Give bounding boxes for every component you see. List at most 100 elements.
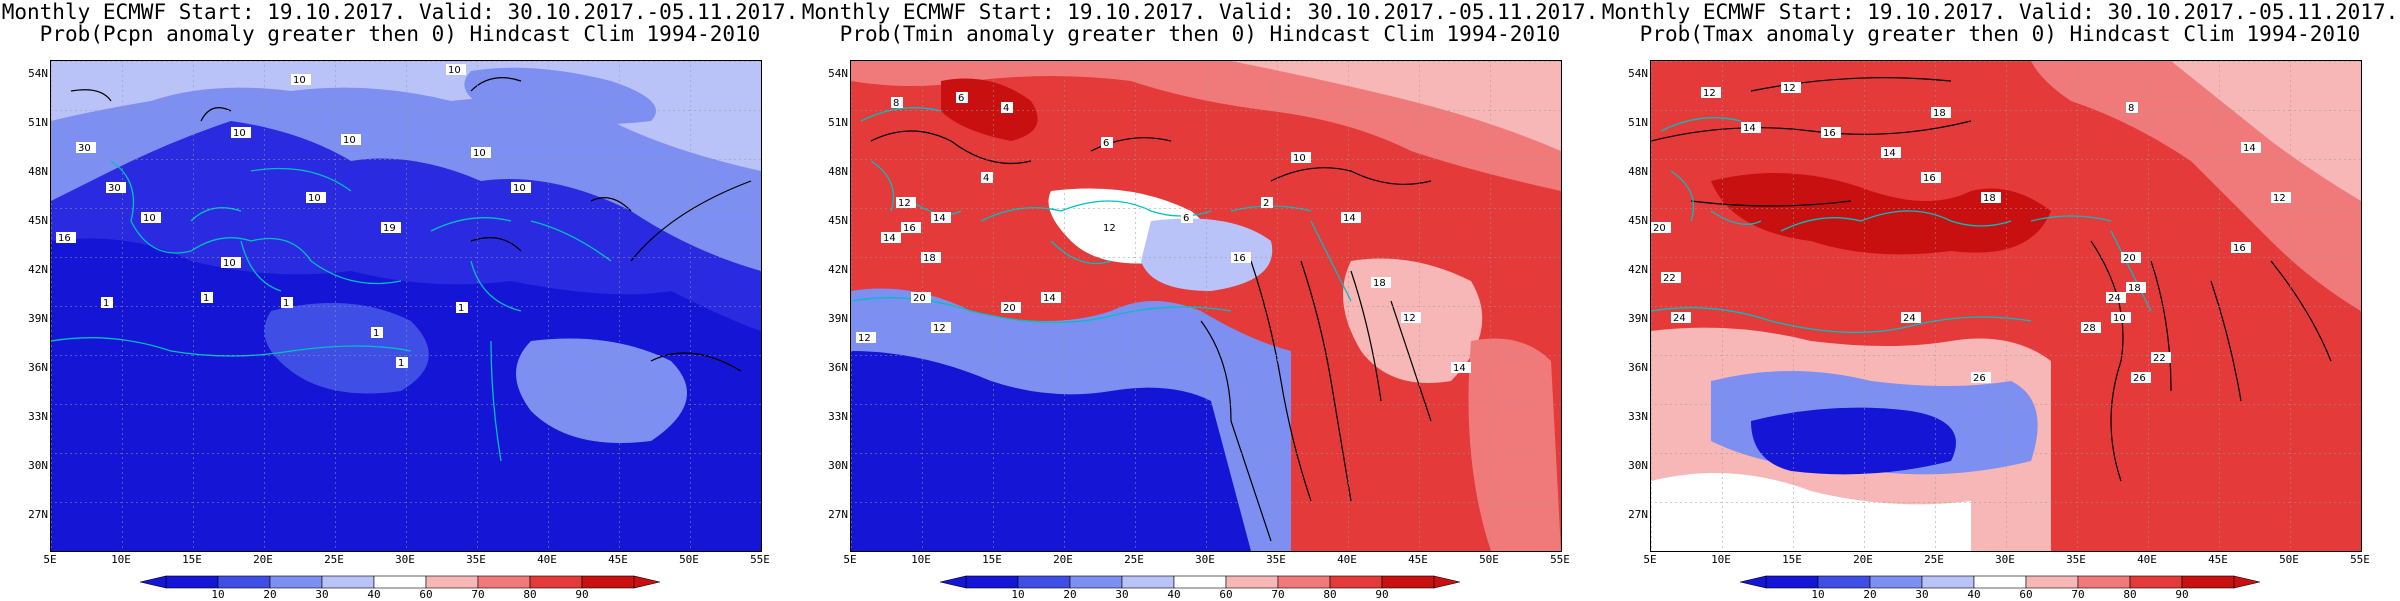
colorbar-label: 10 — [1811, 588, 1825, 601]
contour-label-bg — [1901, 312, 1921, 323]
contour-label-bg — [221, 257, 241, 268]
colorbar-segment — [1869, 575, 1923, 589]
contour-label: 4 — [1003, 103, 1009, 114]
y-tick-label: 33N — [1628, 410, 1648, 423]
contour-label: 10 — [513, 183, 526, 194]
colorbar-label: 70 — [471, 588, 485, 601]
x-tick-label: 50E — [2279, 553, 2299, 566]
colorbar-label: 10 — [211, 588, 225, 601]
contour-label: 18 — [2128, 283, 2141, 294]
contour-label-bg — [2131, 372, 2151, 383]
contour-label-bg — [1041, 292, 1061, 303]
contour-label-bg — [2126, 102, 2138, 113]
contour-label: 4 — [983, 173, 989, 184]
contour-label-bg — [106, 182, 126, 193]
colorbar-segment — [1921, 575, 1975, 589]
contour-label: 16 — [58, 233, 71, 244]
y-tick-label: 33N — [828, 410, 848, 423]
contour-label: 14 — [933, 213, 946, 224]
contour-label-bg — [1921, 172, 1941, 183]
contour-label: 30 — [108, 183, 121, 194]
contour-label-bg — [1451, 362, 1471, 373]
contour-label-bg — [511, 182, 531, 193]
contour-label-bg — [1101, 137, 1113, 148]
x-tick-label: 5E — [843, 553, 857, 566]
y-tick-label: 30N — [1628, 459, 1648, 472]
contour-label-bg — [56, 232, 76, 243]
colorbar-end-left — [1740, 575, 1767, 589]
colorbar-label: 30 — [315, 588, 329, 601]
contour-label-bg — [931, 322, 951, 333]
y-tick-label: 30N — [828, 459, 848, 472]
contour-label: 12 — [1783, 83, 1796, 94]
contour-label: 20 — [1003, 303, 1016, 314]
contour-label: 16 — [1233, 253, 1246, 264]
contour-label: 26 — [2133, 373, 2146, 384]
colorbar-label: 90 — [575, 588, 589, 601]
contour-label: 12 — [933, 323, 946, 334]
colorbar-segment — [269, 575, 323, 589]
pcpn-panel: Monthly ECMWF Start: 19.10.2017. Valid: … — [0, 0, 800, 600]
colorbar-label: 20 — [1863, 588, 1877, 601]
contour-label-bg — [2111, 312, 2131, 323]
contour-label-bg — [341, 134, 361, 145]
x-tick-label: 55E — [1550, 553, 1570, 566]
colorbar-label: 40 — [1967, 588, 1981, 601]
contour-label-bg — [1231, 252, 1251, 263]
contour-label: 14 — [883, 233, 896, 244]
x-tick-label: 5E — [1643, 553, 1657, 566]
x-tick-label: 55E — [750, 553, 770, 566]
contour-label-bg — [1971, 372, 1991, 383]
contour-label-bg — [901, 222, 921, 233]
colorbar — [940, 575, 1460, 589]
contour-label: 1 — [458, 303, 464, 314]
contour-label-bg — [2106, 292, 2126, 303]
x-tick-label: 40E — [1337, 553, 1357, 566]
contour-label-bg — [2241, 142, 2261, 153]
contour-label: 2 — [1263, 198, 1269, 209]
colorbar-end-right — [2233, 575, 2260, 589]
contour-label: 10 — [223, 258, 236, 269]
contour-label: 10 — [343, 135, 356, 146]
contour-label: 14 — [1343, 213, 1356, 224]
contour-label-bg — [1981, 192, 2001, 203]
x-tick-label: 30E — [395, 553, 415, 566]
contour-label: 12 — [1403, 313, 1416, 324]
contour-label-bg — [371, 327, 383, 338]
colorbar-segment — [529, 575, 583, 589]
y-tick-label: 39N — [828, 312, 848, 325]
colorbar — [140, 575, 660, 589]
contour-label: 1 — [398, 358, 404, 369]
contour-label-bg — [1001, 302, 1021, 313]
colorbar-label: 20 — [263, 588, 277, 601]
contour-label: 1 — [203, 293, 209, 304]
contour-label: 18 — [923, 253, 936, 264]
x-tick-label: 40E — [537, 553, 557, 566]
colorbar-segment — [2181, 575, 2235, 589]
contour-label-bg — [456, 302, 468, 313]
contour-label-bg — [1401, 312, 1421, 323]
colorbar-label: 10 — [1011, 588, 1025, 601]
grid-lines — [51, 61, 761, 551]
contour-label: 14 — [2243, 143, 2256, 154]
tmax-panel: Monthly ECMWF Start: 19.10.2017. Valid: … — [1600, 0, 2400, 600]
x-tick-label: 10E — [911, 553, 931, 566]
contour-label-bg — [1781, 82, 1801, 93]
contour-label-bg — [281, 297, 293, 308]
colorbar-label: 30 — [1915, 588, 1929, 601]
contour-label: 8 — [2128, 103, 2134, 114]
x-tick-label: 5E — [43, 553, 57, 566]
colorbar-segment — [321, 575, 375, 589]
contour-label-bg — [1001, 102, 1013, 113]
colorbar-label: 40 — [1167, 588, 1181, 601]
contour-label-bg — [896, 197, 916, 208]
y-tick-label: 27N — [1628, 508, 1648, 521]
y-tick-label: 30N — [28, 459, 48, 472]
x-tick-label: 50E — [1479, 553, 1499, 566]
panel-title: Monthly ECMWF Start: 19.10.2017. Valid: … — [801, 0, 1599, 24]
y-tick-label: 48N — [828, 165, 848, 178]
colorbar — [1740, 575, 2260, 589]
x-tick-label: 20E — [1853, 553, 1873, 566]
contour-label: 24 — [1673, 313, 1686, 324]
contour-label-bg — [446, 64, 466, 75]
